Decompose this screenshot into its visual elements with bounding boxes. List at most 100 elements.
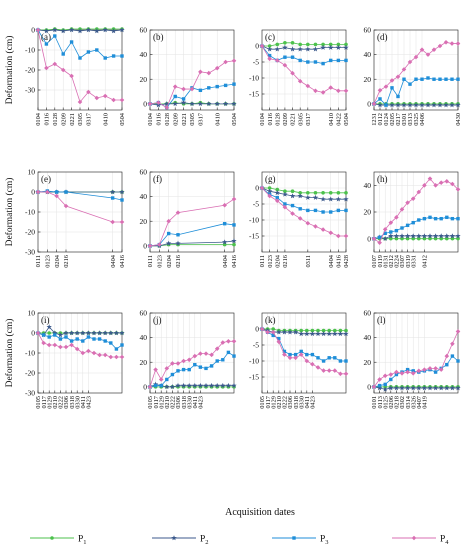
data-point bbox=[102, 352, 108, 358]
x-tick-label: 0301 bbox=[401, 113, 408, 126]
series-line bbox=[37, 332, 122, 358]
x-tick-label: 0411 bbox=[80, 396, 87, 409]
data-point bbox=[52, 342, 58, 348]
series-line bbox=[150, 240, 235, 247]
y-tick-label: 0 bbox=[143, 241, 147, 250]
data-point bbox=[332, 368, 338, 373]
subplot-b: 0 20 40 60 0104 0116 0128 0209 0221 0305 0317 0410 0… bbox=[140, 26, 239, 126]
data-point bbox=[119, 354, 125, 360]
data-point bbox=[266, 46, 273, 52]
data-point bbox=[44, 65, 49, 71]
y-axis-labels: Deformation (cm) Deformation (cm) Deformat… bbox=[4, 36, 15, 388]
y-tick-label: 40 bbox=[364, 50, 372, 59]
data-point bbox=[298, 331, 304, 337]
data-point bbox=[181, 367, 186, 372]
series-p3 bbox=[36, 331, 124, 351]
data-point bbox=[393, 385, 400, 391]
data-point bbox=[410, 371, 416, 376]
data-point bbox=[166, 218, 171, 224]
data-point bbox=[343, 331, 349, 337]
data-point bbox=[77, 99, 83, 105]
series-line bbox=[262, 328, 346, 332]
y-tick-label: 0 bbox=[255, 325, 259, 334]
x-tick-label: 0209 bbox=[172, 113, 179, 126]
y-tick-label: -10 bbox=[25, 208, 35, 217]
data-point bbox=[289, 46, 296, 52]
data-point bbox=[389, 78, 395, 83]
series-line bbox=[261, 187, 346, 200]
data-point bbox=[417, 218, 421, 222]
data-point bbox=[176, 369, 180, 373]
data-point bbox=[170, 372, 175, 377]
data-point bbox=[94, 28, 100, 34]
x-tick-label: 0306 bbox=[63, 396, 70, 409]
data-point bbox=[305, 83, 311, 89]
series-p4 bbox=[259, 185, 349, 239]
data-point bbox=[119, 330, 125, 336]
data-point bbox=[405, 367, 410, 372]
data-point bbox=[69, 40, 74, 44]
data-point bbox=[343, 233, 349, 239]
data-point bbox=[197, 101, 204, 107]
data-point bbox=[86, 348, 91, 354]
y-tick-label: -15 bbox=[249, 373, 259, 382]
data-point bbox=[378, 97, 382, 101]
data-point bbox=[186, 357, 192, 363]
x-tick-label: 1231 bbox=[371, 113, 378, 126]
y-tick-label: 20 bbox=[364, 358, 372, 367]
data-point bbox=[57, 332, 64, 338]
data-point bbox=[321, 368, 326, 373]
data-point bbox=[394, 215, 399, 220]
data-point bbox=[419, 102, 425, 108]
data-point bbox=[111, 97, 116, 103]
data-point bbox=[445, 215, 449, 220]
data-point bbox=[215, 359, 219, 363]
subplot-label: (j) bbox=[153, 315, 162, 325]
series-p4 bbox=[371, 176, 461, 245]
data-point bbox=[259, 43, 265, 49]
data-point bbox=[310, 328, 315, 333]
data-point bbox=[267, 44, 272, 48]
data-point bbox=[399, 233, 405, 239]
data-point bbox=[209, 352, 214, 358]
y-tick-label: -10 bbox=[249, 357, 259, 366]
data-point bbox=[274, 190, 280, 196]
data-point bbox=[92, 337, 96, 341]
data-point bbox=[313, 208, 318, 213]
subplot-label: (c) bbox=[265, 32, 275, 42]
data-point bbox=[192, 382, 198, 388]
data-point bbox=[164, 101, 170, 107]
data-point bbox=[305, 220, 311, 226]
data-point bbox=[156, 100, 161, 105]
data-point bbox=[344, 58, 348, 63]
x-tick-label: 0222 bbox=[58, 396, 65, 409]
x-tick-label: 0111 bbox=[147, 255, 154, 267]
series-p4 bbox=[147, 196, 237, 249]
data-point bbox=[304, 331, 310, 337]
data-point bbox=[444, 179, 450, 184]
series-line bbox=[373, 178, 459, 244]
subplot-label: (i) bbox=[41, 315, 50, 325]
data-point bbox=[120, 198, 124, 202]
data-point bbox=[306, 208, 310, 213]
legend-marker bbox=[292, 536, 296, 540]
data-point bbox=[157, 242, 162, 247]
data-point bbox=[437, 102, 443, 108]
series-p4 bbox=[35, 189, 125, 225]
data-point bbox=[438, 367, 444, 372]
x-tick-label: 0331 bbox=[410, 255, 417, 268]
data-point bbox=[207, 86, 211, 90]
data-point bbox=[328, 230, 334, 236]
data-point bbox=[338, 359, 343, 363]
data-point bbox=[274, 46, 280, 52]
x-tick-label: 0416 bbox=[336, 255, 343, 268]
x-tick-label: 0113 bbox=[377, 396, 384, 409]
legend-marker bbox=[50, 536, 54, 540]
x-tick-label: 0206 bbox=[388, 396, 395, 409]
x-tick-label: 0221 bbox=[290, 113, 297, 126]
data-point bbox=[407, 59, 413, 65]
data-point bbox=[297, 216, 303, 221]
data-point bbox=[343, 196, 349, 202]
data-point bbox=[344, 328, 348, 333]
data-point bbox=[147, 384, 153, 390]
